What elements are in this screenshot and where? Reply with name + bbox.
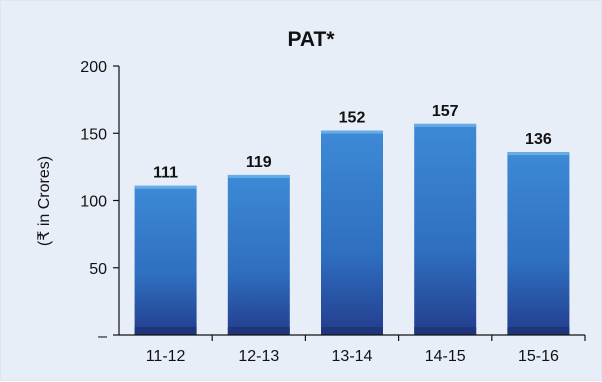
bar [507,152,570,335]
y-tick-label: 200 [80,59,107,76]
data-label: 157 [432,103,459,120]
x-tick-label: 14-15 [425,348,466,365]
x-axis: 11-12 12-13 13-14 14-15 15-16 [119,334,586,365]
chart-title: PAT* [287,28,335,51]
bar-group [414,123,477,336]
bar-group [321,130,383,335]
data-label: 111 [153,165,178,182]
bar [321,130,383,335]
bar-base-shade [227,327,290,335]
bar-base-shade [321,327,383,335]
x-tick-label: 15-16 [518,348,559,365]
bar-group [507,152,570,335]
y-tick-label: 50 [89,261,107,278]
y-axis-label: (₹ in Crores) [36,156,53,246]
bar-base-shade [134,327,197,335]
bar-highlight [507,152,570,156]
bar-group [134,185,197,335]
x-tick-label: 11-12 [146,348,186,365]
data-label: 136 [525,131,552,148]
bar [414,123,477,336]
y-tick-label: 100 [80,194,107,211]
data-label: 119 [246,154,272,171]
bar-highlight [134,185,197,189]
bars: 111 119 152 157 136 [134,103,570,336]
bar [227,174,290,335]
bar-highlight [414,123,477,127]
y-tick-label: 150 [80,126,107,143]
x-tick-label: 12-13 [238,348,279,365]
data-label: 152 [339,110,366,127]
y-tick-label: – [98,328,107,345]
bar [134,185,197,335]
bar-highlight [227,174,290,178]
y-axis: – 50 100 150 200 [80,59,120,345]
bar-base-shade [414,327,477,335]
bar-base-shade [507,327,570,335]
bar-group [227,174,290,335]
bar-highlight [321,130,383,134]
x-tick-label: 13-14 [332,348,373,365]
